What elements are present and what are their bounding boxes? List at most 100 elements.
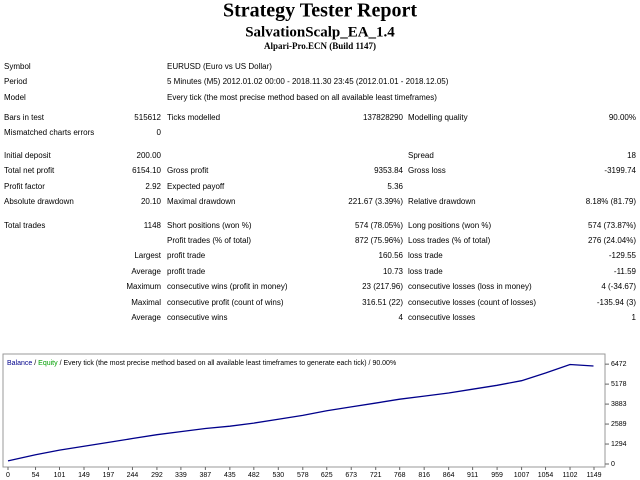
report-cell: Maximal <box>131 298 161 307</box>
report-cell: Modelling quality <box>408 113 468 122</box>
report-cell: 160.56 <box>379 251 404 260</box>
report-cell: profit trade <box>167 251 206 260</box>
report-cell: loss trade <box>408 267 443 276</box>
x-tick-label: 1007 <box>514 472 530 479</box>
report-cell: 5 Minutes (M5) 2012.01.02 00:00 - 2018.1… <box>167 77 449 86</box>
x-tick-label: 244 <box>127 472 139 479</box>
report-cell: Absolute drawdown <box>4 197 74 206</box>
x-tick-label: 768 <box>394 472 406 479</box>
report-cell: -3199.74 <box>604 166 636 175</box>
x-tick-label: 482 <box>248 472 260 479</box>
report-cell: EURUSD (Euro vs US Dollar) <box>167 62 272 71</box>
legend-balance: Balance <box>7 360 32 367</box>
legend-quality: 90.00% <box>372 360 396 367</box>
report-cell: Symbol <box>4 62 31 71</box>
chart-frame <box>2 353 606 468</box>
report-cell: 20.10 <box>141 197 162 206</box>
legend-sep: / <box>60 360 62 367</box>
x-tick-label: 864 <box>443 472 455 479</box>
y-tick-label: 3883 <box>611 401 627 408</box>
report-cell: consecutive profit (count of wins) <box>167 298 284 307</box>
legend-note: Every tick (the most precise method base… <box>63 360 366 367</box>
x-tick-label: 197 <box>103 472 115 479</box>
report-cell: 8.18% (81.79) <box>586 197 637 206</box>
report-cell: Gross profit <box>167 166 209 175</box>
x-tick-label: 625 <box>321 472 333 479</box>
report-cell: profit trade <box>167 267 206 276</box>
report-cell: 872 (75.96%) <box>355 236 403 245</box>
report-cell: 200.00 <box>137 151 162 160</box>
x-tick-label: 101 <box>54 472 66 479</box>
balance-line <box>7 363 594 462</box>
report-cell: Average <box>131 267 161 276</box>
x-tick-label: 1054 <box>538 472 554 479</box>
report-cell: 4 <box>399 313 404 322</box>
report-cell: Maximum <box>126 282 161 291</box>
report-cell: 2.92 <box>145 182 161 191</box>
title: Strategy Tester Report <box>223 0 417 22</box>
report-cell: Initial deposit <box>4 151 51 160</box>
broker: Alpari-Pro.ECN (Build 1147) <box>264 41 376 51</box>
legend: Balance / Equity / Every tick (the most … <box>7 360 396 367</box>
report-cell: Loss trades (% of total) <box>408 236 491 245</box>
report-cell: Average <box>131 313 161 322</box>
report-cell: 574 (78.05%) <box>355 221 403 230</box>
report-cell: 23 (217.96) <box>362 282 403 291</box>
report-cell: 90.00% <box>609 113 636 122</box>
report-cell: 4 (-34.67) <box>601 282 636 291</box>
report-cell: Expected payoff <box>167 182 225 191</box>
report-cell: 10.73 <box>383 267 404 276</box>
x-tick-label: 959 <box>491 472 503 479</box>
report-cell: Mismatched charts errors <box>4 128 94 137</box>
report-cell: 276 (24.04%) <box>588 236 636 245</box>
report-cell: -135.94 (3) <box>597 298 636 307</box>
x-tick-label: 578 <box>297 472 309 479</box>
x-tick-label: 435 <box>224 472 236 479</box>
x-tick-label: 339 <box>175 472 187 479</box>
x-tick-label: 530 <box>272 472 284 479</box>
report-cell: Long positions (won %) <box>408 221 491 230</box>
y-tick-label: 0 <box>611 461 615 468</box>
report-cell: Largest <box>134 251 161 260</box>
report-cell: loss trade <box>408 251 443 260</box>
report-cell: Relative drawdown <box>408 197 476 206</box>
y-tick-label: 1294 <box>611 441 627 448</box>
report-cell: 0 <box>157 128 162 137</box>
legend-sep: / <box>369 360 371 367</box>
y-tick-label: 6472 <box>611 361 627 368</box>
report-cell: 1148 <box>144 221 162 230</box>
report-cell: Ticks modelled <box>167 113 220 122</box>
report-cell: consecutive losses (count of losses) <box>408 298 536 307</box>
x-tick-label: 816 <box>418 472 430 479</box>
report-cell: consecutive wins (profit in money) <box>167 282 288 291</box>
x-tick-label: 1102 <box>562 472 577 479</box>
report-cell: 515612 <box>134 113 161 122</box>
report-cell: Total net profit <box>4 166 55 175</box>
report-cell: Model <box>4 93 26 102</box>
report-cell: Bars in test <box>4 113 45 122</box>
report-cell: 221.67 (3.39%) <box>348 197 403 206</box>
report-cell: Maximal drawdown <box>167 197 235 206</box>
report-cell: consecutive losses (loss in money) <box>408 282 532 291</box>
legend-sep: / <box>34 360 36 367</box>
report-cell: 137828290 <box>363 113 404 122</box>
x-tick-label: 1149 <box>586 472 601 479</box>
report-cell: 574 (73.87%) <box>588 221 636 230</box>
legend-equity: Equity <box>38 360 58 367</box>
report-cell: consecutive losses <box>408 313 475 322</box>
x-tick-label: 292 <box>151 472 163 479</box>
report-cell: Profit trades (% of total) <box>167 236 251 245</box>
report-cell: Short positions (won %) <box>167 221 252 230</box>
x-tick-label: 721 <box>370 472 382 479</box>
report-cell: Every tick (the most precise method base… <box>167 93 437 102</box>
x-tick-label: 149 <box>78 472 90 479</box>
x-tick-label: 387 <box>200 472 212 479</box>
report-cell: Profit factor <box>4 182 45 191</box>
x-tick-label: 54 <box>32 472 40 479</box>
report-cell: 5.36 <box>387 182 403 191</box>
subtitle: SalvationScalp_EA_1.4 <box>245 24 395 40</box>
report-cell: 18 <box>627 151 636 160</box>
x-tick-label: 0 <box>6 472 10 479</box>
